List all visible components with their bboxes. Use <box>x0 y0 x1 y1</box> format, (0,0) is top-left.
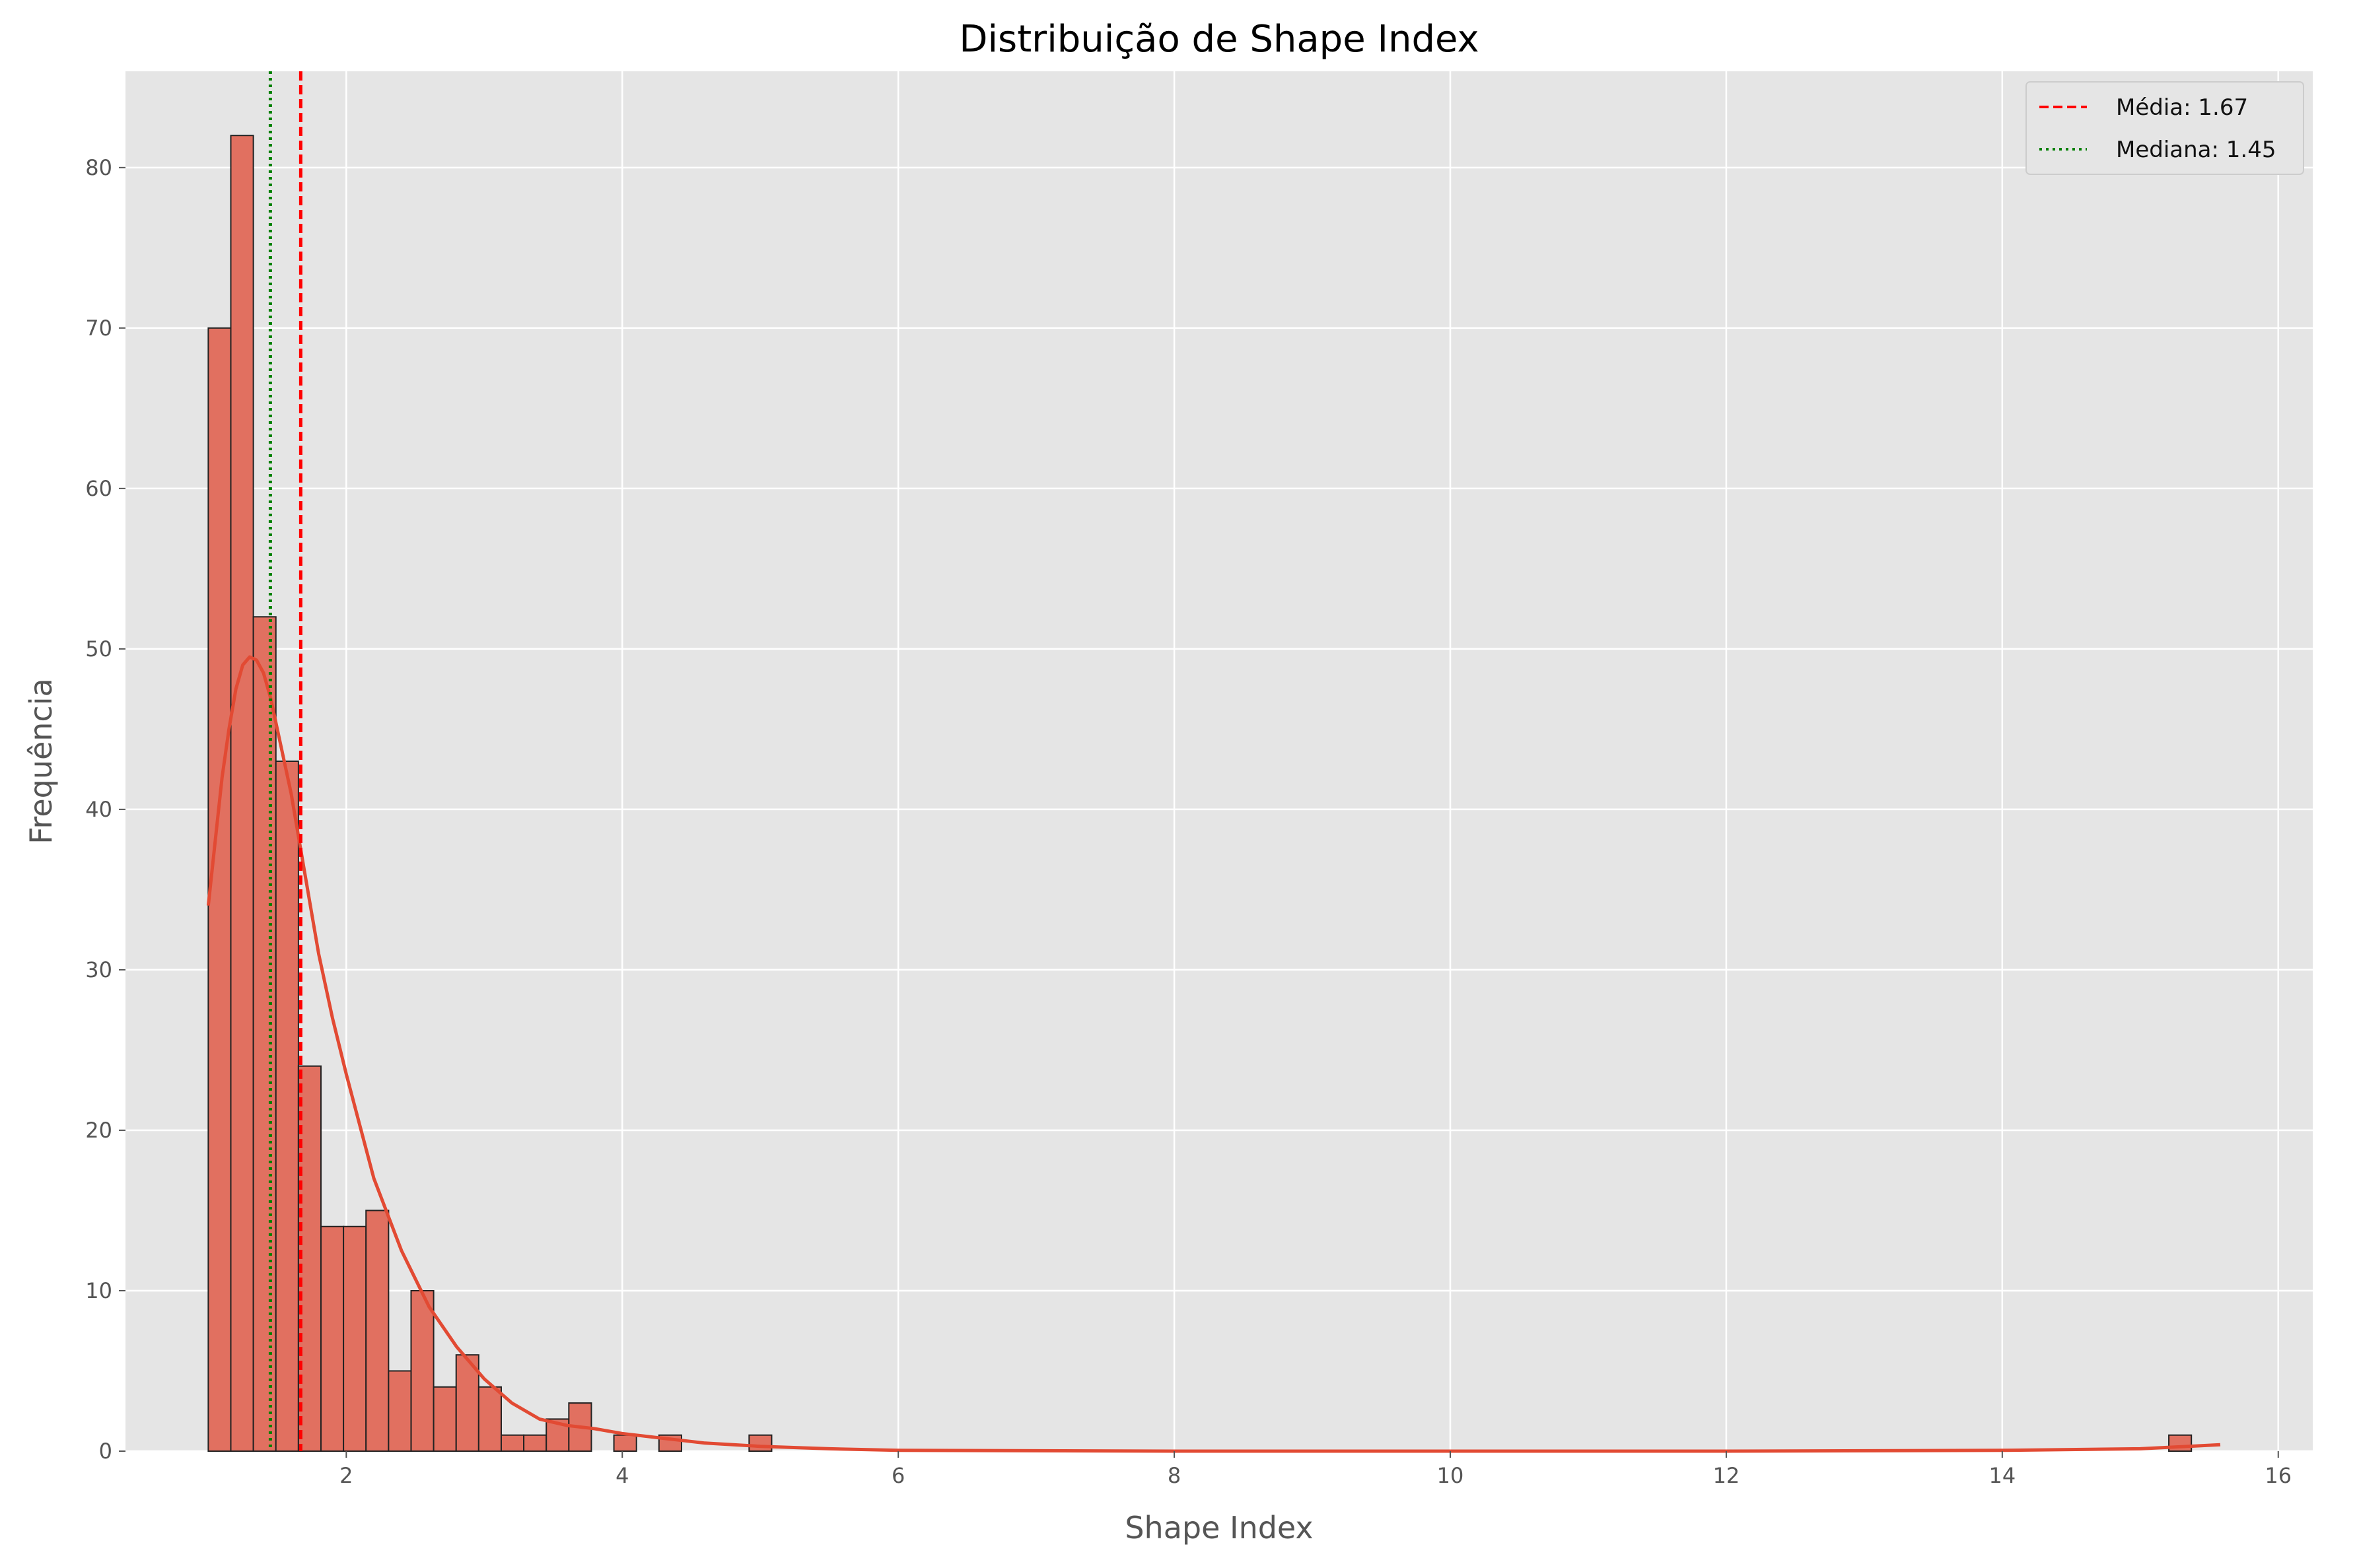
histogram-bar <box>252 616 277 1452</box>
grid-lines <box>125 71 2313 1452</box>
histogram-bar <box>230 135 254 1452</box>
y-tick-label: 60 <box>85 476 112 501</box>
histogram-bars <box>207 135 2193 1452</box>
y-tick-label: 0 <box>99 1439 112 1464</box>
histogram-bar <box>433 1386 457 1452</box>
kde-curve <box>206 655 2221 1453</box>
y-tick-label: 70 <box>85 316 112 341</box>
histogram-bar <box>500 1434 525 1452</box>
reference-lines <box>268 71 302 1451</box>
histogram-bar <box>320 1225 345 1452</box>
y-tick-label: 40 <box>85 797 112 822</box>
legend-box <box>2025 81 2304 175</box>
histogram-bar <box>275 761 299 1452</box>
y-axis-label: Frequência <box>23 678 59 844</box>
histogram-bar <box>523 1434 547 1452</box>
y-tick-label: 80 <box>85 155 112 180</box>
x-tick-label: 14 <box>1988 1463 2016 1488</box>
histogram-bar <box>410 1289 435 1452</box>
legend-label-mean: Média: 1.67 <box>2116 94 2248 121</box>
x-tick-label: 6 <box>892 1463 905 1488</box>
y-tick-label: 50 <box>85 636 112 662</box>
x-tick-label: 12 <box>1713 1463 1740 1488</box>
histogram-bar <box>613 1434 637 1452</box>
y-tick-labels: 0 10 20 30 40 50 60 70 80 <box>85 155 125 1464</box>
histogram-bar <box>748 1434 773 1452</box>
legend-label-median: Mediana: 1.45 <box>2116 137 2276 163</box>
legend: Média: 1.67 Mediana: 1.45 <box>2025 81 2304 175</box>
x-tick-label: 4 <box>616 1463 629 1488</box>
y-tick-label: 20 <box>85 1118 112 1143</box>
histogram-bar <box>477 1386 502 1452</box>
x-tick-label: 2 <box>339 1463 353 1488</box>
x-tick-label: 10 <box>1437 1463 1464 1488</box>
chart-title: Distribuição de Shape Index <box>959 18 1479 61</box>
y-tick-label: 30 <box>85 957 112 982</box>
histogram-bar <box>365 1210 390 1452</box>
histogram-bar <box>343 1225 367 1452</box>
kde-line <box>206 655 2221 1453</box>
x-tick-label: 8 <box>1168 1463 1181 1488</box>
histogram-bar <box>388 1370 412 1452</box>
y-tick-label: 10 <box>85 1278 112 1303</box>
histogram-bar <box>207 327 232 1452</box>
x-tick-labels: 2 4 6 8 10 12 14 16 <box>339 1451 2292 1488</box>
plot-background <box>125 71 2313 1451</box>
x-tick-label: 16 <box>2265 1463 2292 1488</box>
x-axis-label: Shape Index <box>1125 1510 1313 1546</box>
